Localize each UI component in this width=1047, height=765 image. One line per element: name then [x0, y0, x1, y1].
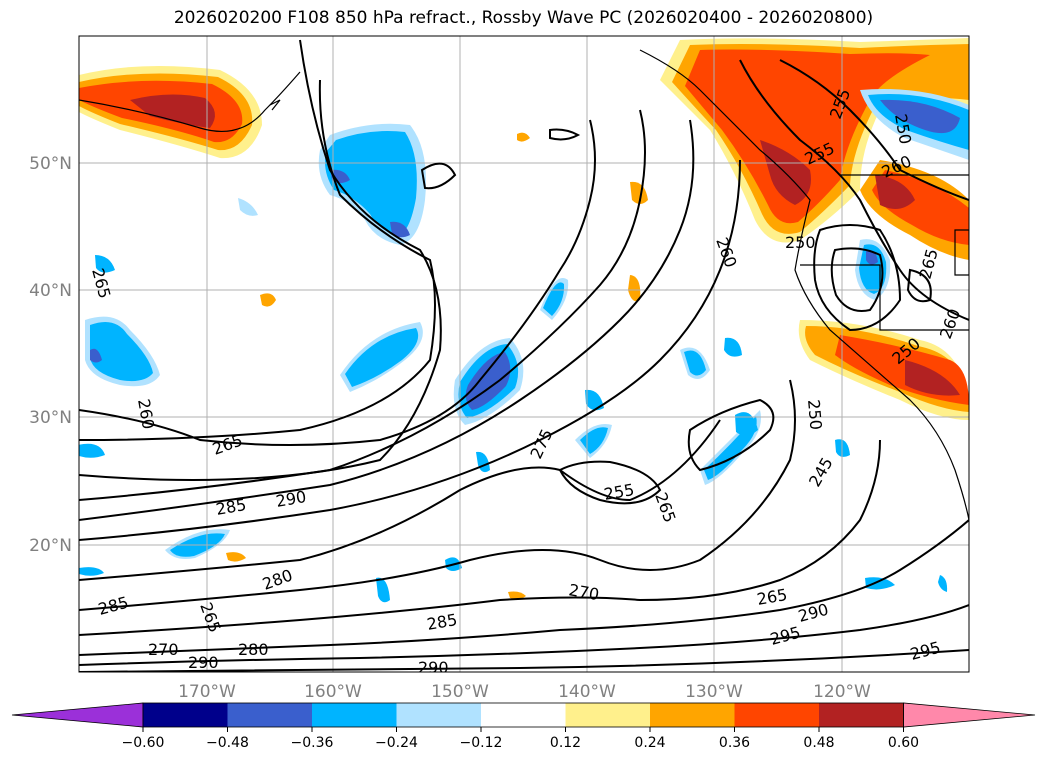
contour-label: 250	[804, 399, 826, 431]
colorbar-segment	[396, 703, 482, 727]
lon-label: 160°W	[304, 682, 362, 702]
contour-label: 290	[188, 653, 219, 672]
map-title: 2026020200 F108 850 hPa refract., Rossby…	[173, 8, 874, 28]
colorbar-extend-high	[903, 702, 1036, 728]
colorbar-tick-label: 0.36	[719, 735, 750, 751]
colorbar-segment	[143, 703, 228, 727]
lon-label: 130°W	[685, 682, 743, 702]
height-contours	[79, 39, 969, 672]
colorbar-tick-label: −0.24	[375, 735, 418, 751]
longitude-labels: 170°W 160°W 150°W 140°W 130°W 120°W	[178, 682, 871, 702]
colorbar-segment	[650, 703, 735, 727]
colorbar-tick-label: 0.12	[550, 735, 581, 751]
lat-label: 50°N	[29, 154, 72, 174]
map-content: 265 260 265 285 290 280 285 265 270 280 …	[79, 36, 969, 677]
colorbar-segment	[565, 703, 651, 727]
lat-label: 20°N	[29, 536, 72, 556]
latitude-labels: 50°N 40°N 30°N 20°N	[29, 154, 72, 556]
colorbar-extend-low	[11, 702, 144, 728]
lon-label: 140°W	[558, 682, 616, 702]
contour-label: 290	[418, 658, 449, 677]
map-border	[78, 35, 970, 673]
colorbar-tick-label: 0.48	[803, 735, 834, 751]
colorbar-segment	[227, 703, 313, 727]
colorbar-segment	[819, 703, 904, 727]
contour-label: 250	[785, 233, 816, 252]
graticule	[79, 36, 969, 672]
lat-label: 40°N	[29, 281, 72, 301]
colorbar-tick-label: −0.36	[291, 735, 334, 751]
colorbar: −0.60 −0.48 −0.36 −0.24 −0.12 0.12 0.24 0.36 0.4…	[11, 702, 1036, 751]
colorbar-segment	[734, 703, 820, 727]
contour-label: 280	[238, 640, 269, 659]
colorbar-segment	[481, 703, 566, 727]
colorbar-border	[142, 702, 904, 728]
contour-label: 270	[148, 640, 179, 659]
colorbar-segment	[312, 703, 397, 727]
colorbar-tick-label: −0.12	[460, 735, 503, 751]
coastlines	[79, 49, 969, 521]
anomaly-fill-layer	[79, 38, 969, 603]
lon-label: 150°W	[431, 682, 489, 702]
colorbar-tick-label: −0.60	[122, 735, 165, 751]
lat-label: 30°N	[29, 408, 72, 428]
colorbar-tick-label: −0.48	[206, 735, 249, 751]
lon-label: 170°W	[178, 682, 236, 702]
colorbar-tick-label: 0.60	[888, 735, 919, 751]
lon-label: 120°W	[813, 682, 871, 702]
colorbar-tick-label: 0.24	[634, 735, 665, 751]
